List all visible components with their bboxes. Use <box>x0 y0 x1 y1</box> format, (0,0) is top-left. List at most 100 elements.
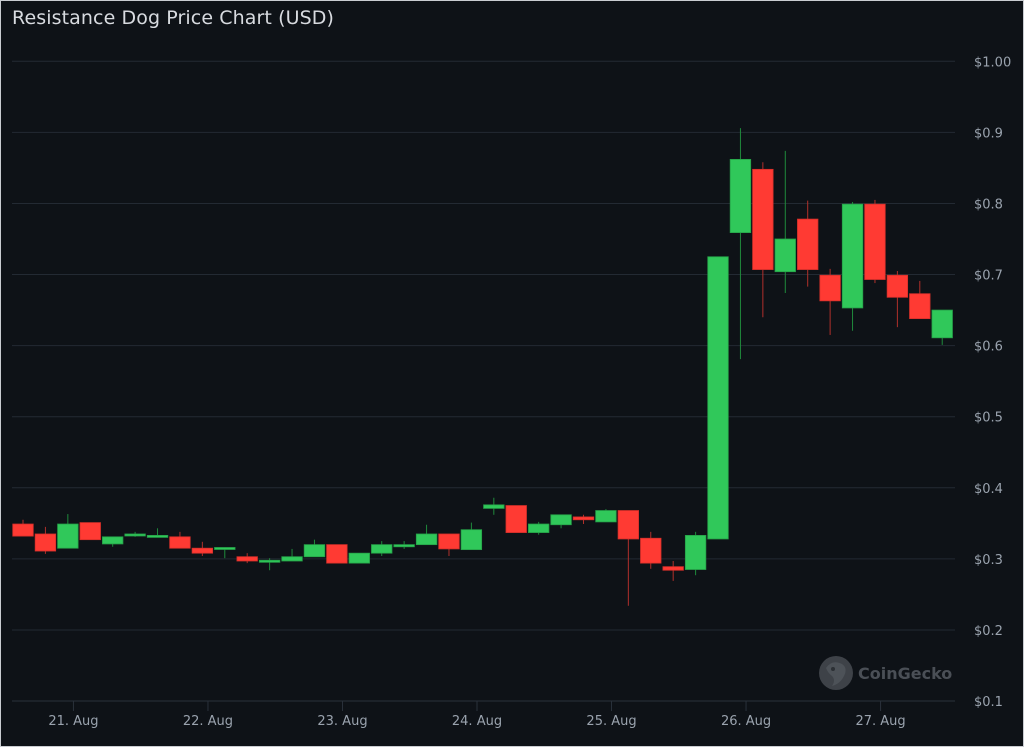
candle-up <box>371 541 393 557</box>
candle-up <box>684 531 707 576</box>
candle-body <box>886 274 909 298</box>
candle-down <box>572 514 595 525</box>
candle-down <box>797 200 819 287</box>
candle-body <box>483 504 505 509</box>
candle-up <box>483 497 505 515</box>
x-axis-label: 21. Aug <box>48 714 98 729</box>
candle-body <box>191 547 214 554</box>
y-axis-label: $0.4 <box>974 482 1003 497</box>
candle-body <box>572 516 595 521</box>
candle-body <box>841 203 864 309</box>
x-axis-label: 27. Aug <box>855 714 905 729</box>
chart-title: Resistance Dog Price Chart (USD) <box>12 7 335 29</box>
candle-up <box>393 541 415 549</box>
candle-body <box>236 556 258 562</box>
x-axis-label: 23. Aug <box>317 714 367 729</box>
candle-body <box>371 544 393 554</box>
candle-body <box>348 552 370 564</box>
candle-body <box>640 537 662 564</box>
candle-up <box>57 514 79 549</box>
candle-down <box>438 533 460 557</box>
candle-body <box>595 510 617 523</box>
candle-body <box>684 535 707 570</box>
candle-down <box>169 531 191 549</box>
candle-up <box>774 150 796 294</box>
candle-down <box>191 541 214 557</box>
candle-body <box>258 559 281 563</box>
candles <box>12 128 953 606</box>
candle-body <box>909 293 931 320</box>
candle-up <box>214 547 236 559</box>
candle-down <box>909 280 931 320</box>
candle-down <box>886 270 909 328</box>
candle-up <box>729 128 752 360</box>
candle-body <box>662 566 684 571</box>
candle-body <box>438 533 460 550</box>
candle-body <box>617 510 639 540</box>
x-axis-label: 24. Aug <box>452 714 502 729</box>
x-axis-label: 22. Aug <box>183 714 233 729</box>
y-axis-label: $0.3 <box>974 553 1003 568</box>
candle-body <box>505 505 527 533</box>
candle-down <box>662 560 684 581</box>
candle-body <box>528 523 550 533</box>
candle-body <box>326 544 348 564</box>
candle-up <box>281 548 303 562</box>
y-axis-label: $0.5 <box>974 411 1003 426</box>
grid-lines <box>12 60 955 631</box>
candle-body <box>102 536 124 545</box>
candle-down <box>819 268 841 335</box>
candle-up <box>415 524 438 546</box>
candle-body <box>393 544 415 548</box>
candle-body <box>729 158 752 234</box>
candle-body <box>214 547 236 550</box>
candle-down <box>326 544 348 564</box>
candle-body <box>57 523 79 549</box>
y-axis-label: $0.1 <box>974 695 1003 710</box>
candle-body <box>146 535 169 538</box>
y-axis-label: $0.8 <box>974 197 1003 212</box>
coingecko-watermark: CoinGecko <box>819 656 952 690</box>
candle-down <box>505 505 527 533</box>
candle-down <box>12 519 34 537</box>
candle-up <box>931 309 953 345</box>
gecko-head-icon <box>826 662 846 686</box>
candle-body <box>460 529 483 551</box>
candle-down <box>752 162 774 318</box>
candle-body <box>931 309 953 339</box>
candle-body <box>415 533 438 546</box>
candle-body <box>124 533 146 537</box>
candle-body <box>169 536 191 549</box>
candle-up <box>258 558 281 571</box>
candle-up <box>707 256 729 540</box>
x-axis: 21. Aug 22. Aug 23. Aug 24. Aug 25. Aug 26. A… <box>12 700 955 729</box>
y-axis-label: $0.7 <box>974 269 1003 284</box>
y-axis-label: $1.00 <box>974 55 1011 70</box>
candle-body <box>12 523 34 537</box>
candle-body <box>819 274 841 302</box>
candle-down <box>640 531 662 569</box>
candle-body <box>303 544 326 558</box>
candle-down <box>34 526 57 554</box>
candle-up <box>146 528 169 538</box>
candle-down <box>617 510 639 606</box>
candle-body <box>550 514 572 526</box>
candle-body <box>864 203 886 280</box>
y-axis-labels: $1.00 $0.9 $0.8 $0.7 $0.6 $0.5 $0.4 $0.3 $0.2 $0.… <box>974 55 1011 710</box>
candle-down <box>79 522 101 541</box>
candle-up <box>348 552 370 564</box>
candle-up <box>460 522 483 551</box>
candle-body <box>34 533 57 552</box>
candle-up <box>550 514 572 529</box>
y-axis-label: $0.2 <box>974 624 1003 639</box>
x-axis-label: 26. Aug <box>721 714 771 729</box>
candle-body <box>707 256 729 540</box>
candle-up <box>595 509 617 523</box>
candle-body <box>281 556 303 562</box>
x-axis-label: 25. Aug <box>586 714 636 729</box>
candle-body <box>79 522 101 541</box>
watermark-text: CoinGecko <box>858 664 952 683</box>
candle-body <box>774 238 796 273</box>
candle-up <box>303 539 326 558</box>
